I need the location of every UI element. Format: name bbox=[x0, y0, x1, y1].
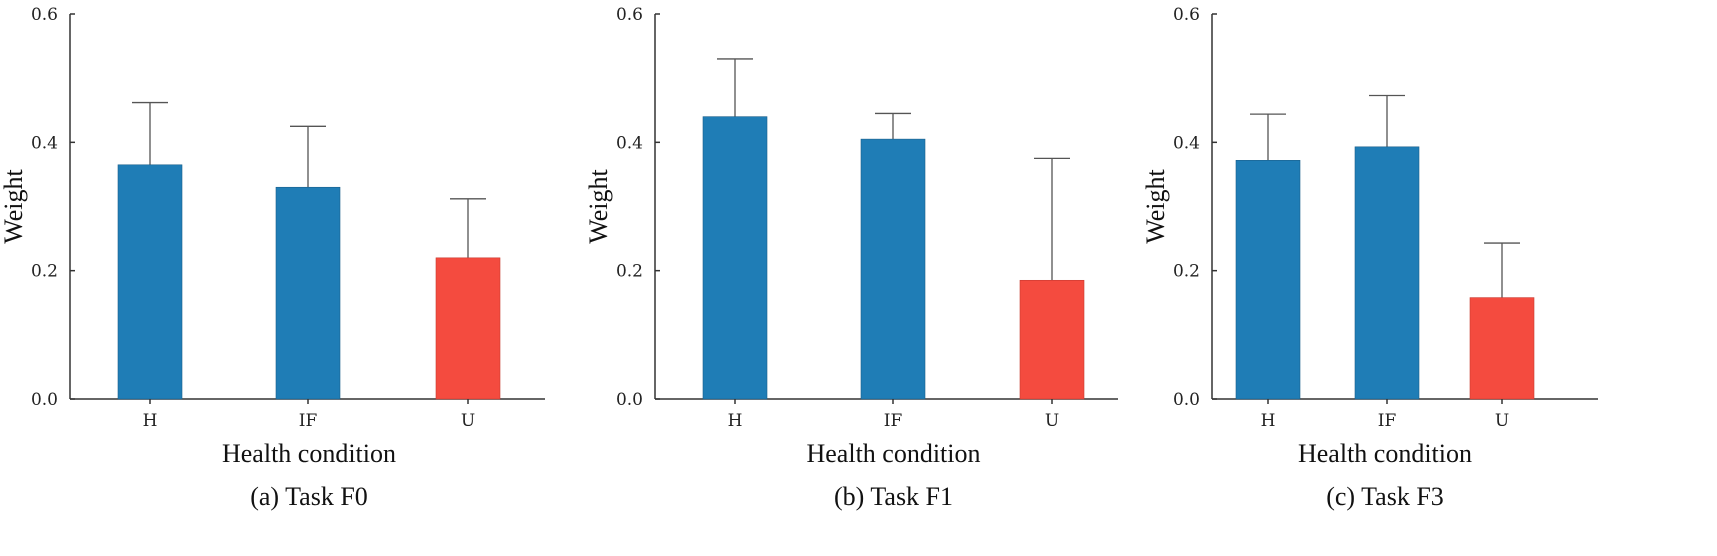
y-tick-label: 0.4 bbox=[1173, 133, 1200, 153]
panel-caption: (b) Task F1 bbox=[834, 482, 953, 511]
bar-h bbox=[1235, 160, 1301, 400]
x-axis-title: Health condition bbox=[222, 439, 396, 468]
panel-caption: (c) Task F3 bbox=[1326, 482, 1444, 511]
x-tick-label: H bbox=[728, 411, 743, 431]
y-axis-title: Weight bbox=[584, 169, 613, 244]
x-tick-label: U bbox=[1495, 411, 1509, 431]
x-tick-label: H bbox=[143, 411, 158, 431]
y-tick-label: 0.6 bbox=[616, 5, 643, 25]
y-tick-label: 0.0 bbox=[1173, 390, 1200, 410]
x-tick-label: H bbox=[1261, 411, 1276, 431]
bar-if bbox=[860, 138, 926, 400]
y-tick-label: 0.4 bbox=[616, 133, 643, 153]
bar-u bbox=[1469, 297, 1535, 400]
x-tick-label: IF bbox=[299, 411, 318, 431]
x-tick-label: U bbox=[1045, 411, 1059, 431]
y-tick-label: 0.6 bbox=[31, 5, 58, 25]
x-tick-label: IF bbox=[884, 411, 903, 431]
bar-u bbox=[435, 257, 501, 400]
x-axis-title: Health condition bbox=[1298, 439, 1472, 468]
bar-if bbox=[1354, 146, 1420, 400]
bar-h bbox=[117, 164, 183, 400]
y-axis-title: Weight bbox=[1141, 169, 1170, 244]
x-tick-label: IF bbox=[1378, 411, 1397, 431]
y-tick-label: 0.6 bbox=[1173, 5, 1200, 25]
y-tick-label: 0.2 bbox=[616, 262, 643, 282]
y-axis-title: Weight bbox=[0, 169, 28, 244]
y-tick-label: 0.2 bbox=[31, 262, 58, 282]
bar-if bbox=[275, 186, 341, 400]
y-tick-label: 0.2 bbox=[1173, 262, 1200, 282]
x-axis-title: Health condition bbox=[806, 439, 980, 468]
y-tick-label: 0.0 bbox=[31, 390, 58, 410]
y-tick-label: 0.4 bbox=[31, 133, 58, 153]
bar-h bbox=[702, 116, 768, 400]
bar-u bbox=[1019, 279, 1085, 400]
x-tick-label: U bbox=[461, 411, 475, 431]
panel-caption: (a) Task F0 bbox=[250, 482, 368, 511]
y-tick-label: 0.0 bbox=[616, 390, 643, 410]
